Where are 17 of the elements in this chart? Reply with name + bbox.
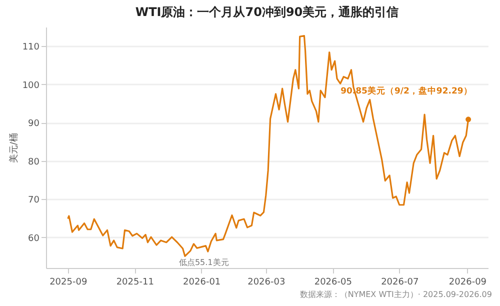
y-tick-label: 70 [28,196,40,206]
y-tick-label: 80 [28,157,40,168]
x-tick-label: 2026-07 [381,278,419,288]
source-note: 数据来源：（NYMEX WTI主力）· 2025.09-2026.09 [300,289,492,300]
y-axis-title: 美元/桶 [8,132,20,164]
y-tick-label: 60 [28,234,40,244]
y-tick-label: 110 [22,42,40,53]
x-tick-label: 2025-11 [116,278,154,288]
chart-title: WTI原油：一个月从70冲到90美元，通胀的引信 [135,5,399,19]
annotation: 低点55.1美元 [178,258,229,268]
x-tick-label: 2026-05 [314,278,352,288]
y-tick-label: 100 [22,80,40,91]
x-tick-label: 2026-03 [248,278,286,288]
x-tick-label: 2026-01 [183,278,221,288]
x-tick-label: 2025-09 [50,278,88,288]
y-tick-label: 90 [28,119,40,130]
x-tick-label: 2026-09 [448,278,487,288]
